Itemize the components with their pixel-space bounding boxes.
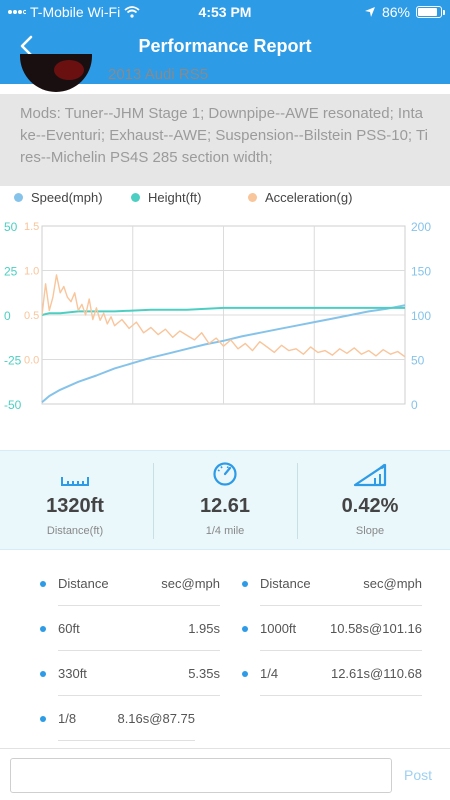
y-tick-speed: 100 bbox=[411, 309, 431, 323]
battery-icon bbox=[416, 6, 445, 18]
legend-label: Height(ft) bbox=[148, 190, 202, 205]
splits-header-left: Distance sec@mph bbox=[40, 566, 220, 606]
split-row: 1000ft 10.58s@101.16 bbox=[242, 611, 422, 651]
back-button[interactable] bbox=[14, 32, 42, 60]
stat-value: 12.61 bbox=[199, 495, 251, 517]
series-line-speed bbox=[41, 304, 406, 403]
y-tick-height: -50 bbox=[4, 398, 22, 412]
mods-description: Mods: Tuner--JHM Stage 1; Downpipe--AWE … bbox=[0, 94, 450, 186]
y-tick-height: 0 bbox=[4, 309, 11, 323]
y-tick-speed: 50 bbox=[411, 354, 425, 368]
comment-bar: Post bbox=[0, 748, 450, 800]
y-tick-height: -25 bbox=[4, 354, 22, 368]
carrier-label: T-Mobile Wi-Fi bbox=[30, 4, 121, 20]
slope-icon bbox=[353, 463, 387, 487]
carrier-group: T-Mobile Wi-Fi bbox=[8, 4, 140, 20]
split-value: sec@mph bbox=[161, 576, 220, 591]
split-key: Distance bbox=[58, 576, 109, 591]
split-row: 1/4 12.61s@110.68 bbox=[242, 656, 422, 696]
split-row: 330ft 5.35s bbox=[40, 656, 220, 696]
wifi-icon bbox=[124, 6, 140, 18]
splits-header-right: Distance sec@mph bbox=[242, 566, 422, 606]
split-row: 60ft 1.95s bbox=[40, 611, 220, 651]
split-key: 1/8 bbox=[58, 711, 77, 726]
split-key: 330ft bbox=[58, 666, 87, 681]
y-tick-speed: 200 bbox=[411, 220, 431, 234]
status-bar: T-Mobile Wi-Fi 4:53 PM 86% bbox=[0, 0, 450, 24]
split-value: 8.16s@87.75 bbox=[117, 711, 195, 726]
stat-quarter-mile: 12.61 1/4 mile bbox=[158, 461, 292, 541]
y-tick-acceleration: 1.5 bbox=[24, 221, 39, 233]
speedometer-icon bbox=[213, 462, 237, 486]
y-tick-acceleration: 0.0 bbox=[24, 355, 39, 367]
ruler-icon bbox=[61, 477, 89, 486]
chevron-left-icon bbox=[20, 35, 33, 57]
legend-swatch bbox=[14, 193, 23, 202]
chart-legend: Speed(mph) Height(ft) Acceleration(g) bbox=[0, 188, 450, 208]
stat-value: 1320ft bbox=[46, 495, 104, 517]
stat-label: Distance(ft) bbox=[46, 525, 104, 537]
split-value: 5.35s bbox=[188, 666, 220, 681]
split-value: sec@mph bbox=[363, 576, 422, 591]
car-photo[interactable] bbox=[20, 54, 92, 92]
split-key: 60ft bbox=[58, 621, 80, 636]
y-tick-height: 50 bbox=[4, 220, 18, 234]
post-button[interactable]: Post bbox=[404, 767, 433, 783]
car-name: 2013 Audi RS5 bbox=[108, 66, 209, 83]
split-key: 1/4 bbox=[260, 666, 279, 681]
comment-input[interactable] bbox=[10, 758, 392, 793]
split-key: Distance bbox=[260, 576, 311, 591]
stat-value: 0.42% bbox=[341, 495, 399, 517]
divider bbox=[153, 463, 154, 539]
series-line-height bbox=[41, 306, 405, 316]
location-arrow-icon bbox=[364, 7, 375, 17]
split-value: 12.61s@110.68 bbox=[330, 666, 422, 681]
y-tick-speed: 0 bbox=[411, 398, 418, 412]
stat-slope: 0.42% Slope bbox=[303, 461, 437, 541]
car-row: 2013 Audi RS5 bbox=[0, 54, 450, 94]
performance-chart: 50 25 0 -25 -50 1.5 1.0 0.5 0.0 200 150 100 50 0 bbox=[4, 220, 431, 412]
y-tick-acceleration: 1.0 bbox=[24, 266, 39, 278]
signal-icon bbox=[8, 9, 26, 15]
split-key: 1000ft bbox=[260, 621, 297, 636]
clock: 4:53 PM bbox=[198, 4, 252, 20]
legend-item-height[interactable]: Height(ft) bbox=[131, 190, 201, 205]
legend-swatch bbox=[248, 193, 257, 202]
legend-item-acceleration[interactable]: Acceleration(g) bbox=[248, 190, 352, 205]
series-line-acceleration bbox=[41, 274, 406, 358]
status-right: 86% bbox=[364, 4, 445, 20]
stats-panel: 1320ft Distance(ft) 12.61 1/4 mile 0.42%… bbox=[0, 450, 450, 550]
divider bbox=[297, 463, 298, 539]
y-tick-speed: 150 bbox=[411, 265, 431, 279]
stat-label: 1/4 mile bbox=[205, 525, 245, 537]
y-tick-acceleration: 0.5 bbox=[24, 310, 39, 322]
y-tick-height: 25 bbox=[4, 265, 18, 279]
nav-bar: Performance Report bbox=[0, 24, 450, 68]
legend-label: Acceleration(g) bbox=[265, 190, 353, 205]
page-title: Performance Report bbox=[138, 36, 312, 56]
legend-label: Speed(mph) bbox=[31, 190, 103, 205]
legend-item-speed[interactable]: Speed(mph) bbox=[14, 190, 103, 205]
battery-percent: 86% bbox=[381, 4, 410, 20]
splits-table: Distance sec@mph Distance sec@mph 60ft 1… bbox=[0, 560, 450, 750]
stat-distance: 1320ft Distance(ft) bbox=[8, 461, 142, 541]
legend-swatch bbox=[131, 193, 140, 202]
split-value: 1.95s bbox=[188, 621, 220, 636]
split-row: 1/8 8.16s@87.75 bbox=[40, 701, 195, 741]
stat-label: Slope bbox=[355, 525, 385, 537]
split-value: 10.58s@101.16 bbox=[330, 621, 422, 636]
